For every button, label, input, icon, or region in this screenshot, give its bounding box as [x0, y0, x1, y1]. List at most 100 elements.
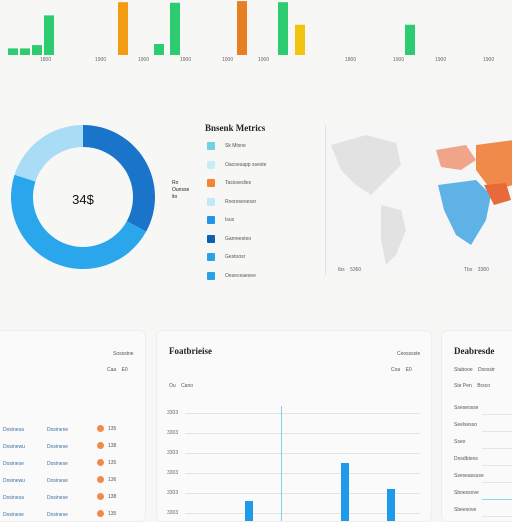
- status-dot-icon: [97, 493, 104, 500]
- top-bar: [170, 2, 180, 55]
- list-divider: [482, 448, 512, 449]
- list-item-number-text: 135: [108, 425, 117, 432]
- top-bar: [237, 1, 247, 56]
- list-item-number: 136: [97, 476, 116, 483]
- mid-card-filter[interactable]: Coa E0: [391, 367, 412, 373]
- mid-card-bar-chart: 3303 3303 3303 3303 3303 3303: [157, 401, 431, 521]
- list-divider: [482, 499, 512, 500]
- top-chart-tick: 1800: [345, 57, 357, 63]
- top-bar-chart-svg: [8, 1, 415, 56]
- top-bar: [44, 15, 54, 55]
- mid-chart-tick: 3303: [167, 410, 179, 416]
- legend-swatch: [207, 160, 215, 169]
- map-footer-right: Tbs 3380: [464, 267, 489, 273]
- list-item-value: Dosinese: [47, 512, 68, 518]
- list-item-number-text: 138: [108, 493, 117, 500]
- map-middle-east: [484, 183, 511, 205]
- list-item: Seelsesso: [454, 422, 478, 428]
- legend-swatch: [207, 142, 215, 150]
- list-item-value: Dosinese: [47, 495, 68, 501]
- list-item-label: Dosinesa: [3, 495, 24, 501]
- list-item: Sbeesove: [454, 507, 477, 513]
- right-card-title: Deabresde: [454, 346, 495, 356]
- world-map-svg: [331, 135, 512, 265]
- left-card-filter-value: E0: [121, 367, 128, 373]
- donut-side-label: Ro Ounsse ito: [172, 180, 189, 201]
- right-card-legend-item: Brsco: [477, 383, 490, 389]
- legend-item: Gestoosr: [207, 252, 245, 262]
- list-item-value: Dosinese: [47, 478, 68, 484]
- list-item-number: 138: [97, 442, 116, 449]
- mid-chart-gridline: [185, 453, 420, 454]
- top-bar-chart: 1800 1900 1900 1900 1000 1000 1800 1900 1900 1900: [0, 0, 512, 68]
- mid-chart-gridline: [185, 433, 420, 434]
- top-bar: [295, 24, 305, 55]
- list-item: Sboessove: [454, 490, 479, 496]
- mid-chart-bar: [341, 463, 349, 521]
- legend-label: Rooreseoessr: [225, 198, 257, 205]
- donut-segment: [83, 125, 156, 232]
- top-chart-tick: 1900: [138, 57, 150, 63]
- donut-center-value: 34$: [72, 192, 94, 207]
- map-label: Tbs: [464, 267, 473, 273]
- list-item-label: Dosinese: [3, 461, 24, 467]
- mid-card-legend: Ou Cano: [169, 383, 193, 389]
- list-divider: [482, 482, 512, 483]
- list-item-value: Dosinene: [47, 427, 69, 433]
- legend-item: Oacoesapp sseste: [207, 160, 266, 170]
- top-bar: [278, 2, 288, 55]
- list-divider: [482, 516, 512, 517]
- list-item-label: Dosinesa: [3, 427, 24, 433]
- mid-chart-tick: 3303: [167, 430, 179, 436]
- legend-item: Oeseceaesee: [207, 271, 256, 281]
- legend-label: Ganreesteo: [225, 235, 252, 242]
- donut-segment: [14, 125, 83, 182]
- status-dot-icon: [97, 425, 104, 432]
- mid-card-legend-item: Cano: [181, 383, 194, 389]
- legend-swatch: [207, 271, 215, 280]
- list-item-label: Dosinese: [3, 512, 24, 518]
- map-europe: [436, 145, 476, 170]
- map-south-america: [381, 205, 406, 265]
- top-bar: [8, 48, 18, 55]
- map-label: Ibs: [338, 267, 345, 273]
- top-chart-tick: 1900: [95, 57, 107, 63]
- right-card: Deabresde Stabooe Dsosstr Ste Pen Brsco …: [441, 330, 512, 522]
- legend-label: Gestoosr: [225, 254, 246, 260]
- left-card: Sossstne Caa E0 Dosinesa Dosinene 135 Dosin…: [0, 330, 146, 522]
- top-bar: [118, 2, 128, 55]
- mid-chart-tick: 3303: [167, 490, 179, 496]
- left-card-filter-label: Caa: [107, 367, 117, 373]
- mid-card-filter-label: Coa: [391, 367, 401, 373]
- top-chart-tick: 1800: [40, 57, 52, 63]
- legend-item: Ganreesteo: [207, 234, 251, 244]
- mid-chart-tick: 3303: [167, 510, 179, 516]
- list-item-label: Dosinewu: [3, 478, 25, 484]
- list-item-number-text: 136: [108, 476, 117, 483]
- mid-card-filter-value: E0: [405, 367, 412, 373]
- mid-chart-gridline: [185, 493, 420, 494]
- list-divider: [482, 414, 512, 415]
- left-card-header-label: Sossstne: [113, 351, 134, 357]
- top-chart-tick: 1900: [483, 57, 495, 63]
- legend-swatch: [207, 179, 215, 187]
- list-item: Sseseosse: [454, 405, 479, 411]
- mid-chart-gridline: [185, 513, 420, 514]
- list-item: Sseseassuse: [454, 473, 484, 479]
- status-dot-icon: [97, 459, 104, 466]
- top-bar: [405, 24, 415, 55]
- mid-chart-tick: 3303: [167, 450, 179, 456]
- mid-chart-bar: [387, 489, 395, 521]
- top-chart-tick: 1000: [222, 57, 234, 63]
- status-dot-icon: [97, 476, 104, 483]
- mid-card: Foatbrieise Ceosssste Coa E0 Ou Cano 330…: [156, 330, 432, 522]
- list-item-label: Dosinewu: [3, 444, 25, 450]
- left-card-filter[interactable]: Caa E0: [107, 367, 128, 373]
- legend-label: Sk Mtsne: [225, 143, 246, 149]
- list-item-number: 135: [97, 425, 116, 432]
- list-item-number-text: 135: [108, 510, 117, 517]
- map-label: 5360: [350, 267, 362, 273]
- right-card-filter[interactable]: Stabooe Dsosstr: [454, 367, 495, 373]
- donut-side-label-line: Ounsse: [172, 187, 190, 193]
- legend-item: Isus: [207, 215, 234, 225]
